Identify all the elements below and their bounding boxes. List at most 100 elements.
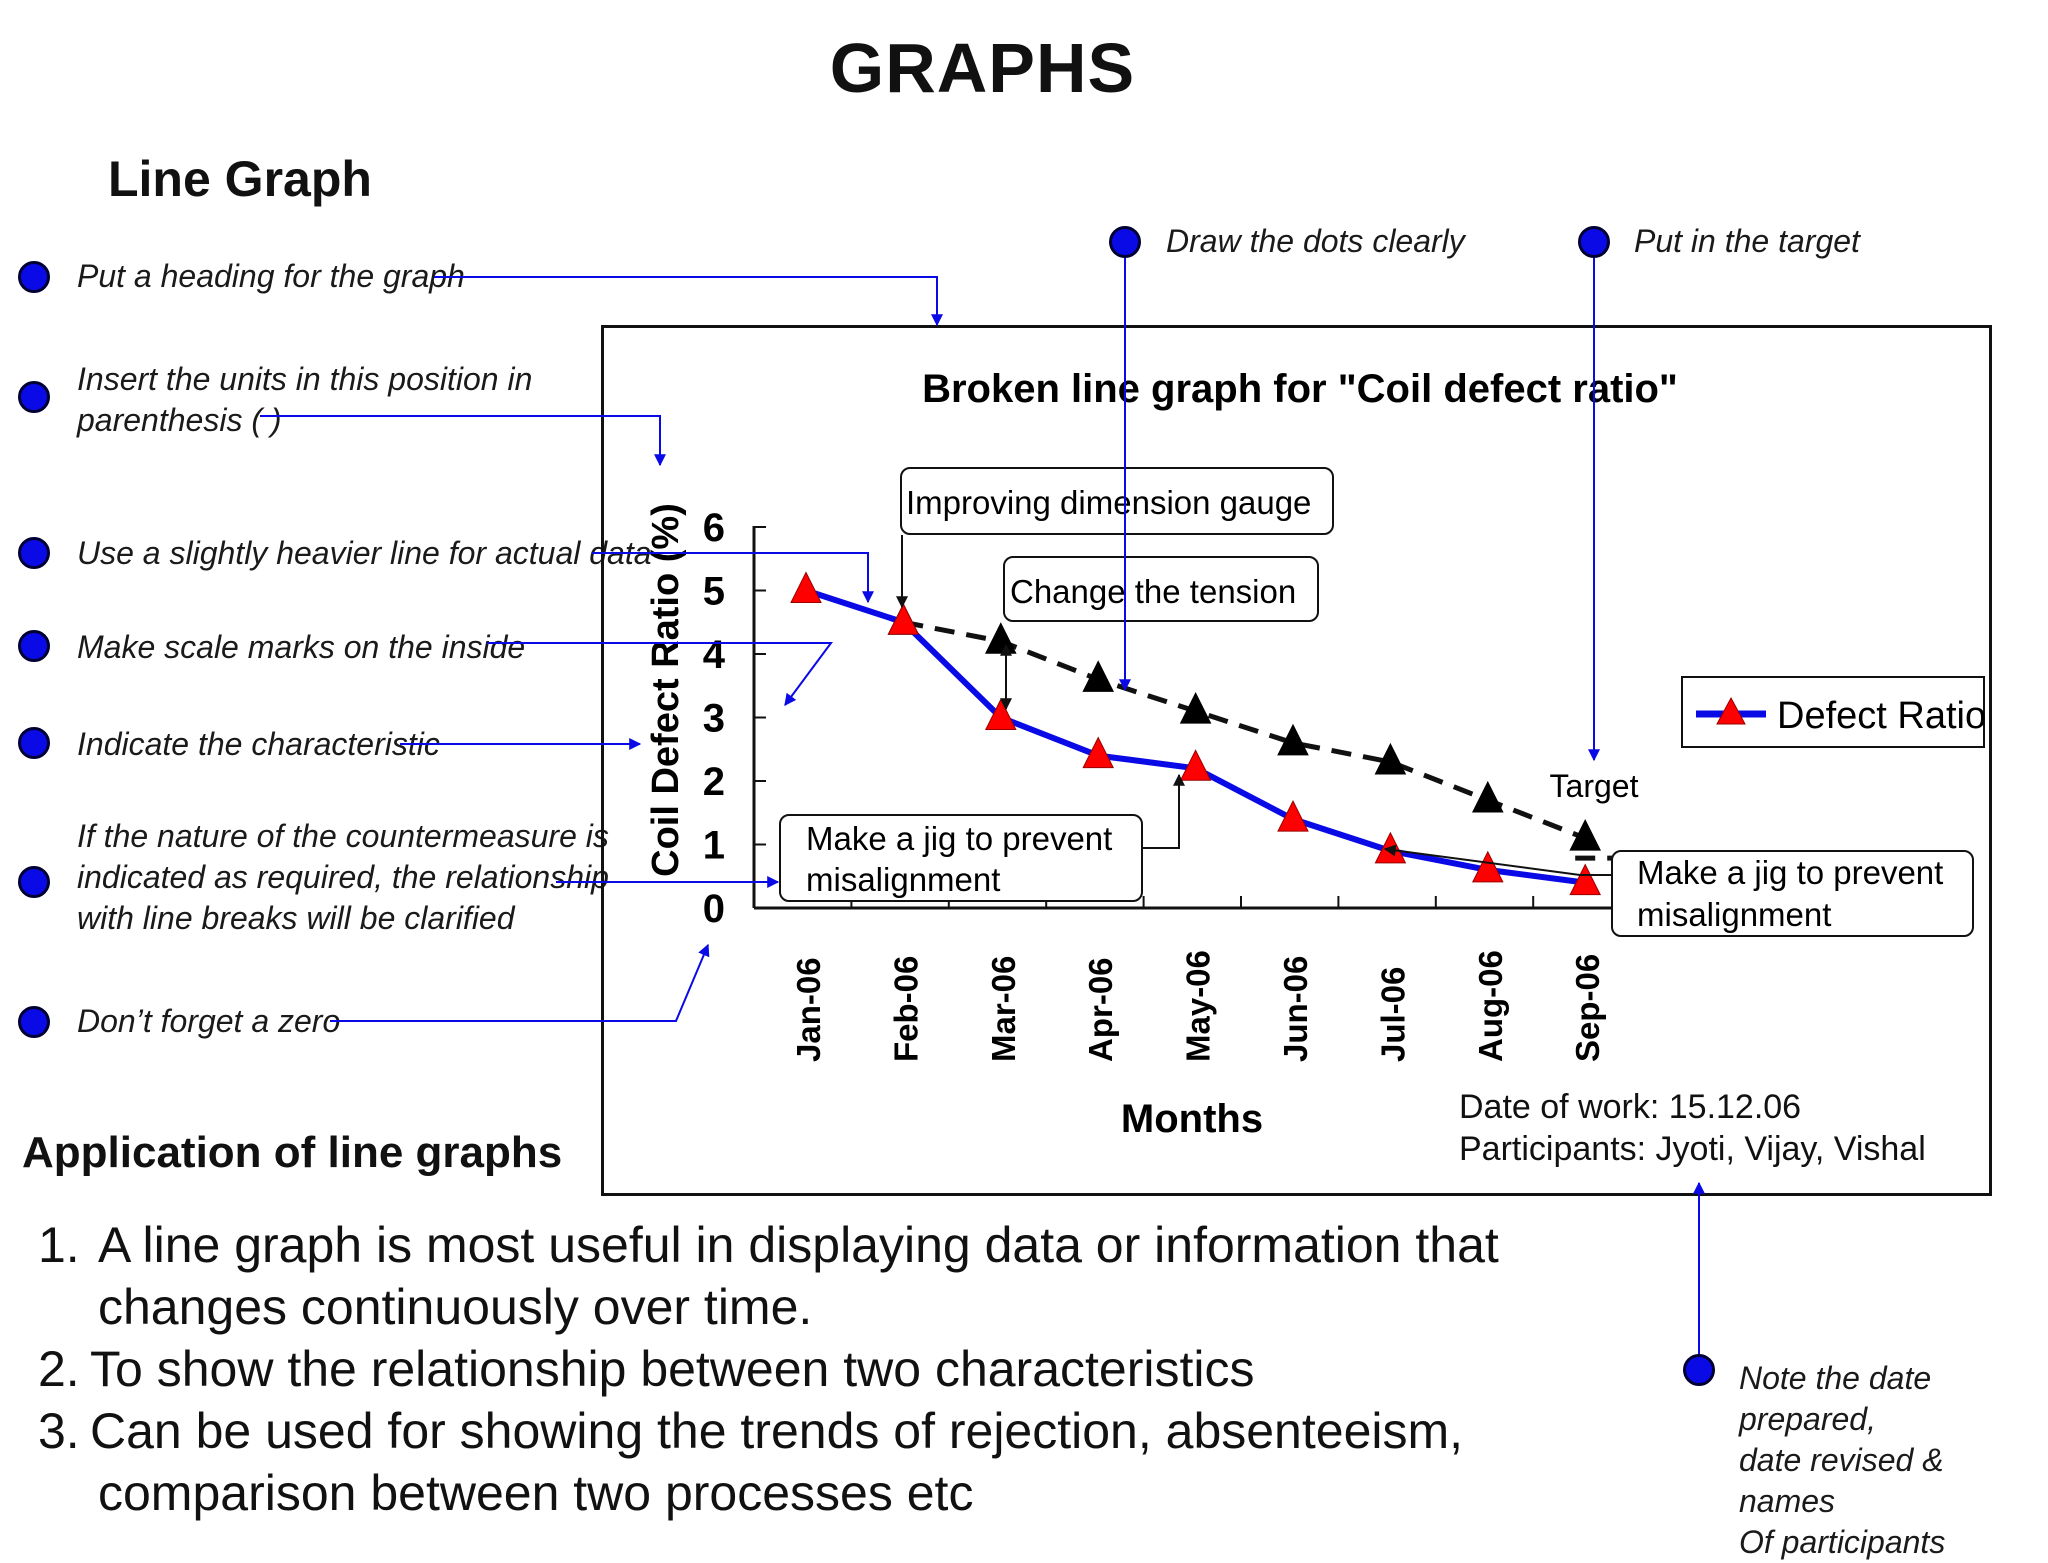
annotation-text: Change the tension	[1010, 573, 1296, 610]
note-dots: Draw the dots clearly	[1166, 223, 1465, 259]
y-tick-label: 6	[703, 506, 725, 550]
annotation-box	[1611, 850, 1974, 937]
application-number: 1.	[38, 1217, 80, 1273]
bullet-dot-icon	[18, 537, 50, 569]
note-units-line: Insert the units in this position in	[77, 361, 533, 397]
legend-marker-icon	[1716, 696, 1746, 725]
bullet-dot-icon	[18, 727, 50, 759]
annotation-connectors	[896, 535, 1612, 876]
bullet-dot-icon	[18, 866, 50, 898]
pointer-heavier-line	[592, 552, 874, 604]
application-title: Application of line graphs	[22, 1128, 563, 1177]
application-list: 1. A line graph is most useful in displa…	[28, 1214, 1499, 1524]
application-text: changes continuously over time.	[98, 1279, 813, 1335]
plan-point-marker	[1569, 819, 1602, 851]
y-tick-label: 1	[703, 824, 725, 868]
pointer-units	[260, 415, 666, 467]
pointer-zero	[330, 943, 710, 1022]
application-item: 1. A line graph is most useful in displa…	[28, 1214, 1499, 1338]
annotation-text: misalignment	[806, 861, 1000, 898]
annotation-change-tension: Change the tension	[1003, 556, 1319, 622]
application-text: Can be used for showing the trends of re…	[90, 1403, 1464, 1459]
bullet-dot-icon	[18, 1006, 50, 1038]
note-countermeasure-line: with line breaks will be clarified	[77, 900, 515, 936]
x-tick-label: Mar-06	[985, 956, 1022, 1062]
plan-point-marker	[1179, 692, 1212, 724]
note-countermeasure-line: indicated as required, the relationship	[77, 859, 609, 895]
note-zero: Don’t forget a zero	[77, 1003, 341, 1039]
annotation-text: Make a jig to prevent	[1637, 854, 1943, 891]
axes: 0 1 2 3 4 5 6 Jan-06 Feb-06 Mar-06 Apr-06 May-06 Ju…	[703, 506, 1640, 1062]
page-title: GRAPHS	[829, 29, 1136, 107]
y-tick-label: 3	[703, 697, 725, 741]
annotation-text: misalignment	[1637, 896, 1831, 933]
section-title: Line Graph	[108, 151, 372, 207]
defect-ratio-point-marker	[790, 571, 822, 603]
legend-label: Defect Ratio	[1777, 695, 1986, 737]
annotation-text: Make a jig to prevent	[806, 820, 1112, 857]
annotation-improving-gauge: Improving dimension gauge	[900, 467, 1334, 535]
note-heavier-line: Use a slightly heavier line for actual d…	[77, 535, 652, 571]
annotation-jig-left: Make a jig to prevent misalignment	[779, 814, 1143, 902]
x-tick-label: Feb-06	[887, 956, 924, 1062]
note-heading: Put a heading for the graph	[77, 258, 465, 294]
y-tick-label: 2	[703, 760, 725, 804]
note-date-line: date revised & names	[1739, 1442, 1944, 1519]
x-tick-label: Jun-06	[1277, 956, 1314, 1062]
work-date: Date of work: 15.12.06	[1459, 1088, 1802, 1126]
target-label: Target	[1550, 768, 1639, 804]
pointer-scale-marks	[487, 642, 833, 706]
annotation-box	[1003, 556, 1319, 622]
chart-frame	[601, 325, 1992, 1196]
pointer-heading	[434, 276, 943, 327]
application-number: 3.	[38, 1403, 80, 1459]
note-countermeasure: If the nature of the countermeasure is i…	[77, 816, 609, 939]
x-axis-title: Months	[1121, 1097, 1263, 1141]
legend: Defect Ratio	[1681, 676, 1986, 748]
y-tick-label: 5	[703, 570, 725, 614]
chart-title: Broken line graph for "Coil defect ratio…	[922, 367, 1678, 411]
application-item: 2. To show the relationship between two …	[28, 1338, 1499, 1400]
y-tick-label: 0	[703, 887, 725, 931]
x-tick-label: Jan-06	[790, 957, 827, 1062]
defect-ratio-point-marker	[887, 603, 920, 635]
defect-ratio-point-marker	[1277, 799, 1309, 832]
bullet-dot-icon	[18, 261, 50, 293]
note-date-line: Note the date prepared,	[1739, 1360, 1932, 1437]
defect-ratio-point-marker	[1569, 863, 1602, 896]
plan-series-line	[902, 619, 1587, 841]
annotation-jig-right: Make a jig to prevent misalignment	[1611, 850, 1974, 937]
bullet-dot-icon	[18, 381, 50, 413]
application-item: 3. Can be used for showing the trends of…	[28, 1400, 1499, 1524]
defect-ratio-point-marker	[1179, 749, 1212, 781]
plan-point-marker	[984, 622, 1017, 654]
plan-point-marker	[1082, 660, 1115, 692]
x-tick-label: May-06	[1180, 950, 1217, 1062]
annotation-text: Improving dimension gauge	[906, 484, 1311, 521]
y-axis-title: Coil Defect Ratio (%)	[645, 503, 687, 877]
plan-point-marker	[1374, 742, 1407, 775]
note-countermeasure-line: If the nature of the countermeasure is	[77, 818, 609, 854]
bullet-dot-icon	[1109, 226, 1141, 258]
x-tick-label: Apr-06	[1082, 957, 1119, 1062]
defect-ratio-point-marker	[984, 698, 1017, 730]
x-tick-label: Jul-06	[1374, 967, 1411, 1062]
bullet-dot-icon	[1683, 1354, 1715, 1386]
note-units: Insert the units in this position in par…	[77, 359, 532, 441]
x-tick-label: Aug-06	[1472, 950, 1509, 1062]
x-tick-label: Sep-06	[1569, 954, 1606, 1062]
work-participants: Participants: Jyoti, Vijay, Vishal	[1459, 1130, 1926, 1168]
bullet-dot-icon	[18, 630, 50, 662]
application-text: A line graph is most useful in displayin…	[98, 1217, 1499, 1273]
annotation-box	[900, 467, 1334, 535]
annotation-box	[779, 814, 1143, 902]
application-number: 2.	[38, 1341, 80, 1397]
bullet-dot-icon	[1578, 226, 1610, 258]
connector-jig-left	[1142, 773, 1185, 849]
plan-point-marker	[1471, 780, 1504, 813]
note-units-line: parenthesis ( )	[77, 402, 282, 438]
note-target: Put in the target	[1634, 223, 1860, 259]
application-text: To show the relationship between two cha…	[90, 1341, 1255, 1397]
plan-point-marker	[1277, 723, 1309, 756]
